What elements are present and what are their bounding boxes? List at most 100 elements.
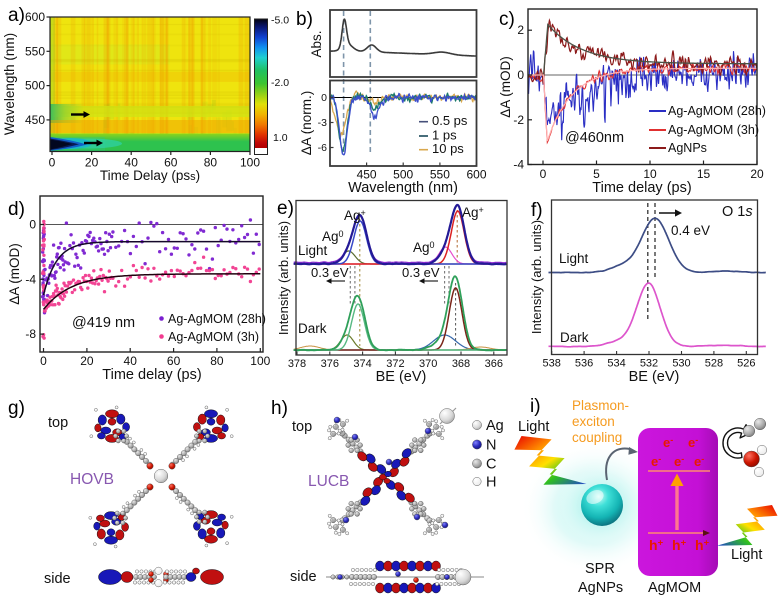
svg-text:534: 534 — [607, 358, 625, 370]
svg-text:20: 20 — [85, 156, 99, 170]
svg-text:Ag-AgMOM (28h): Ag-AgMOM (28h) — [168, 312, 266, 326]
svg-text:exciton: exciton — [572, 414, 615, 429]
svg-text:60: 60 — [164, 156, 178, 170]
svg-text:450: 450 — [357, 168, 377, 182]
svg-text:80: 80 — [210, 354, 224, 368]
svg-text:side: side — [44, 571, 71, 587]
svg-text:g): g) — [8, 398, 25, 419]
svg-text:Dark: Dark — [298, 321, 327, 336]
svg-text:Intensity (arb. units): Intensity (arb. units) — [276, 221, 291, 335]
svg-text:Ag: Ag — [486, 418, 504, 434]
svg-text:-6: -6 — [318, 142, 327, 154]
svg-text:500: 500 — [393, 168, 413, 182]
svg-text:15: 15 — [697, 167, 711, 181]
svg-text:Light: Light — [731, 547, 762, 563]
svg-text:-2.0: -2.0 — [271, 77, 289, 89]
svg-text:d): d) — [8, 199, 25, 220]
svg-text:BE (eV): BE (eV) — [376, 369, 427, 385]
svg-text:0: 0 — [540, 167, 547, 181]
svg-text:Dark: Dark — [560, 330, 589, 345]
svg-text:80: 80 — [204, 156, 218, 170]
svg-text:Time Delay (pss): Time Delay (pss) — [100, 168, 200, 183]
svg-text:536: 536 — [575, 358, 593, 370]
svg-text:ΔA (norm.): ΔA (norm.) — [299, 91, 314, 156]
svg-text:@419 nm: @419 nm — [72, 315, 135, 331]
svg-text:40: 40 — [125, 156, 139, 170]
svg-text:e): e) — [277, 198, 294, 219]
svg-text:e-: e- — [694, 454, 704, 469]
svg-text:AgMOM: AgMOM — [648, 580, 701, 596]
svg-text:0.5 ps: 0.5 ps — [432, 113, 468, 128]
svg-text:0.3 eV: 0.3 eV — [402, 265, 440, 280]
svg-text:0.4 eV: 0.4 eV — [671, 223, 710, 238]
svg-text:Ag-AgMOM (28h): Ag-AgMOM (28h) — [668, 104, 766, 118]
svg-text:550: 550 — [430, 168, 450, 182]
svg-text:530: 530 — [672, 358, 690, 370]
svg-text:Light: Light — [298, 243, 328, 258]
svg-text:f): f) — [531, 200, 543, 221]
svg-text:Plasmon-: Plasmon- — [572, 398, 629, 413]
svg-text:20: 20 — [750, 167, 764, 181]
svg-text:Ag-AgMOM (3h): Ag-AgMOM (3h) — [668, 123, 759, 137]
svg-text:b): b) — [296, 9, 313, 30]
svg-text:e-: e- — [688, 435, 698, 450]
svg-text:Ag0: Ag0 — [322, 229, 344, 244]
svg-text:c): c) — [499, 9, 515, 30]
svg-text:Ag0: Ag0 — [413, 240, 435, 255]
svg-text:-3: -3 — [318, 117, 327, 129]
svg-text:HOVB: HOVB — [70, 471, 114, 488]
svg-text:a): a) — [8, 5, 25, 26]
svg-text:378: 378 — [288, 358, 306, 370]
svg-text:coupling: coupling — [572, 430, 622, 445]
svg-text:1.0: 1.0 — [273, 132, 288, 144]
svg-text:BE (eV): BE (eV) — [629, 369, 680, 385]
svg-text:top: top — [48, 415, 68, 431]
svg-text:2: 2 — [517, 23, 524, 37]
svg-text:20: 20 — [80, 354, 94, 368]
svg-text:side: side — [290, 569, 317, 585]
svg-text:e-: e- — [651, 454, 661, 469]
svg-text:-4: -4 — [25, 272, 36, 286]
svg-text:LUCB: LUCB — [308, 473, 349, 490]
svg-text:40: 40 — [124, 354, 138, 368]
svg-text:60: 60 — [167, 354, 181, 368]
svg-text:ΔA (mOD): ΔA (mOD) — [7, 243, 22, 305]
svg-text:-2: -2 — [513, 113, 524, 127]
svg-text:100: 100 — [250, 354, 270, 368]
svg-text:10: 10 — [643, 167, 657, 181]
svg-text:528: 528 — [705, 358, 723, 370]
svg-text:-4: -4 — [513, 158, 524, 172]
svg-text:-8: -8 — [25, 327, 36, 341]
svg-text:0: 0 — [517, 68, 524, 82]
svg-text:0: 0 — [40, 354, 47, 368]
svg-text:0: 0 — [49, 156, 56, 170]
svg-text:e-: e- — [674, 454, 684, 469]
svg-text:Ag+: Ag+ — [462, 205, 484, 220]
svg-text:550: 550 — [25, 44, 45, 58]
svg-text:366: 366 — [485, 358, 503, 370]
svg-text:N: N — [486, 438, 496, 454]
svg-text:Abs.: Abs. — [309, 30, 324, 57]
svg-text:0: 0 — [321, 92, 327, 104]
svg-text:370: 370 — [419, 358, 437, 370]
svg-text:368: 368 — [452, 358, 470, 370]
svg-text:Wavelength (nm): Wavelength (nm) — [2, 33, 17, 135]
svg-text:374: 374 — [353, 358, 371, 370]
svg-text:5: 5 — [593, 167, 600, 181]
svg-text:AgNPs: AgNPs — [668, 141, 707, 155]
svg-text:ΔA (mOD): ΔA (mOD) — [498, 56, 513, 118]
svg-text:Time delay (ps): Time delay (ps) — [592, 180, 691, 196]
svg-text:532: 532 — [640, 358, 658, 370]
svg-text:e-: e- — [663, 435, 673, 450]
svg-text:O 1s: O 1s — [722, 204, 753, 220]
svg-text:Light: Light — [559, 251, 589, 266]
svg-text:450: 450 — [25, 113, 45, 127]
svg-text:500: 500 — [25, 79, 45, 93]
svg-text:AgNPs: AgNPs — [578, 580, 623, 596]
svg-text:H: H — [486, 475, 496, 491]
svg-text:h): h) — [271, 398, 288, 419]
svg-text:376: 376 — [321, 358, 339, 370]
svg-text:Intensity (arb. units): Intensity (arb. units) — [529, 220, 544, 334]
svg-text:C: C — [486, 457, 496, 473]
svg-text:600: 600 — [25, 10, 45, 24]
